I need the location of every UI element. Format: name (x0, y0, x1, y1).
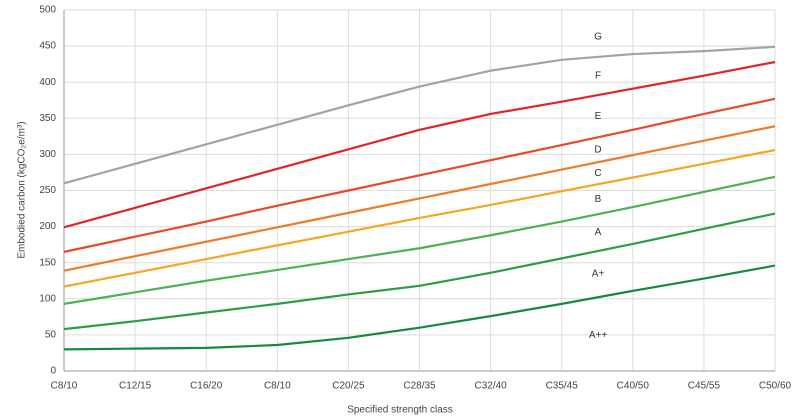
band-label: A++ (589, 330, 608, 341)
x-tick-label: C45/55 (688, 381, 721, 392)
x-tick-label: C12/15 (119, 381, 152, 392)
y-tick-label: 350 (39, 113, 56, 124)
y-tick-label: 100 (39, 293, 56, 304)
x-tick-label: C40/50 (617, 381, 650, 392)
line-series (63, 264, 776, 351)
y-tick-label: 200 (39, 221, 56, 232)
band-label: D (594, 144, 601, 155)
y-tick-label: 50 (45, 330, 57, 341)
y-tick-label: 250 (39, 185, 56, 196)
y-axis-label: Embodied carbon (kgCO₂e/m³) (17, 121, 28, 258)
y-tick-label: 400 (39, 77, 56, 88)
y-tick-label: 500 (39, 5, 56, 16)
line-series (63, 60, 776, 229)
x-tick-label: C20/25 (332, 381, 365, 392)
line-series (63, 148, 776, 288)
x-tick-label: C8/10 (51, 381, 78, 392)
line-series (63, 175, 776, 305)
x-tick-label: C16/20 (190, 381, 223, 392)
band-label: F (595, 71, 601, 82)
band-label: C (594, 168, 601, 179)
x-axis-label: Specified strength class (347, 405, 453, 416)
line-series (63, 212, 776, 331)
band-label: A+ (592, 269, 605, 280)
x-tick-label: C50/60 (759, 381, 792, 392)
line-series (63, 45, 776, 185)
band-label: E (595, 111, 602, 122)
line-series (63, 97, 776, 253)
x-tick-label: C28/35 (403, 381, 436, 392)
band-label: G (594, 32, 602, 43)
y-tick-label: 300 (39, 149, 56, 160)
y-tick-label: 0 (50, 366, 56, 377)
band-label: A (595, 227, 602, 238)
x-tick-label: C35/45 (546, 381, 579, 392)
x-tick-label: C8/10 (264, 381, 291, 392)
x-tick-label: C32/40 (474, 381, 507, 392)
y-tick-label: 150 (39, 257, 56, 268)
line-series (63, 125, 776, 272)
y-tick-label: 450 (39, 41, 56, 52)
band-label: B (595, 194, 602, 205)
